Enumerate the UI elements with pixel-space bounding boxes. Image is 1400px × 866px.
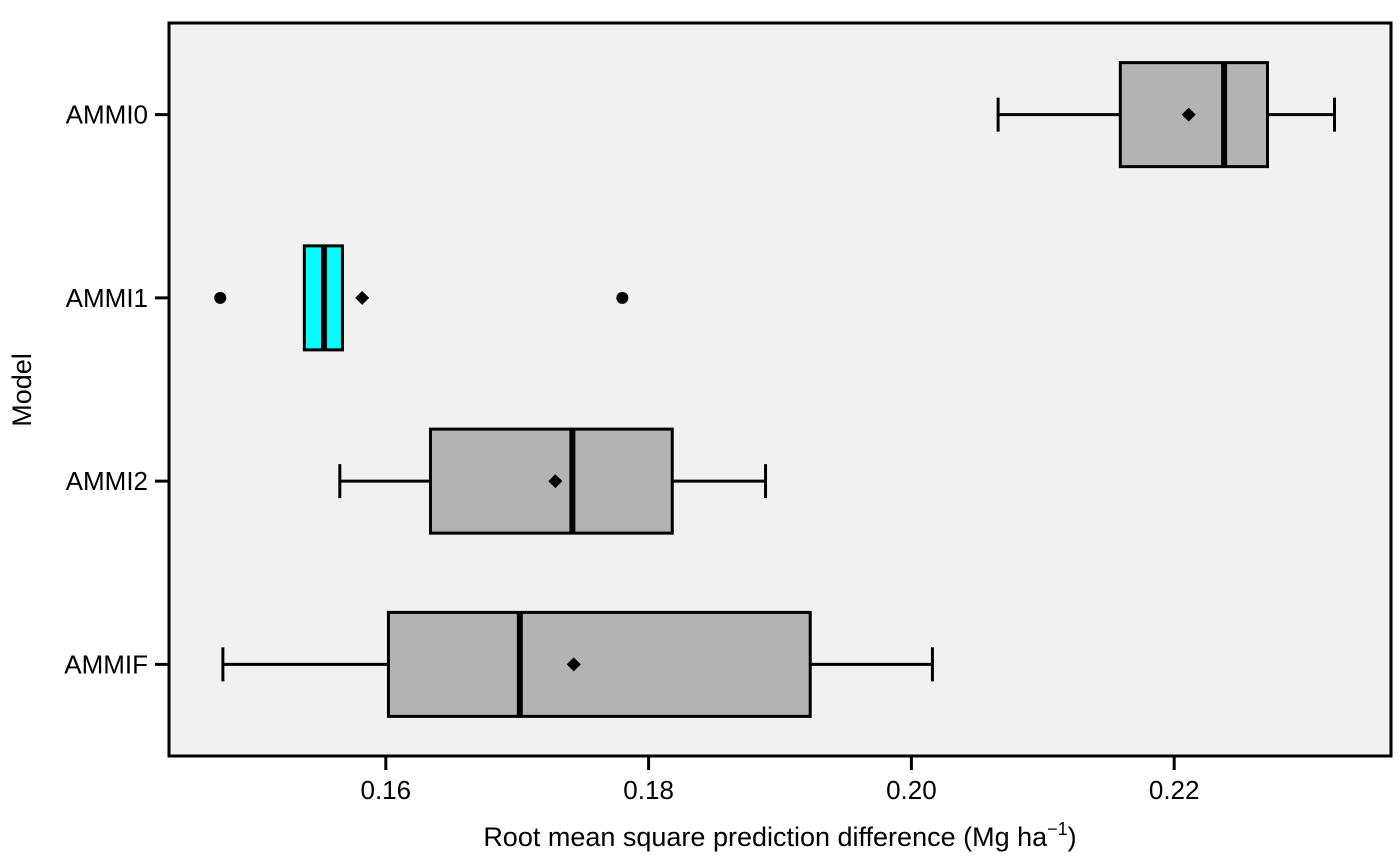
outlier-point-ammi1-2 <box>616 291 629 304</box>
x-tick-label-1: 0.16 <box>361 775 412 805</box>
box-ammi1 <box>214 244 629 352</box>
y-tick-label-ammif: AMMIF <box>64 649 148 679</box>
y-tick-label-ammi0: AMMI0 <box>66 100 148 130</box>
mean-marker-ammif <box>566 657 581 672</box>
outlier-point-ammi1-1 <box>214 291 227 304</box>
box-ammi2 <box>338 427 768 535</box>
x-tick-label-3: 0.20 <box>886 775 937 805</box>
y-axis: AMMI0 AMMI1 AMMI2 AMMIF <box>64 100 169 679</box>
iqr-box-ammif <box>386 610 812 718</box>
y-tick-label-ammi2: AMMI2 <box>66 466 148 496</box>
mean-marker-ammi2 <box>548 474 563 489</box>
x-tick-label-4: 0.22 <box>1149 775 1200 805</box>
mean-marker-ammi0 <box>1181 107 1196 122</box>
y-axis-title: Model <box>7 353 37 427</box>
x-axis-title: Root mean square prediction difference (… <box>483 819 1076 852</box>
box-group <box>214 61 1336 718</box>
mean-marker-ammi1 <box>355 290 370 305</box>
box-ammi0 <box>996 61 1336 169</box>
x-axis-title-exponent: −1 <box>1047 819 1068 839</box>
x-tick-label-2: 0.18 <box>623 775 674 805</box>
x-axis: 0.16 0.18 0.20 0.22 <box>361 756 1200 805</box>
box-ammif <box>221 610 934 718</box>
y-tick-label-ammi1: AMMI1 <box>66 283 148 313</box>
